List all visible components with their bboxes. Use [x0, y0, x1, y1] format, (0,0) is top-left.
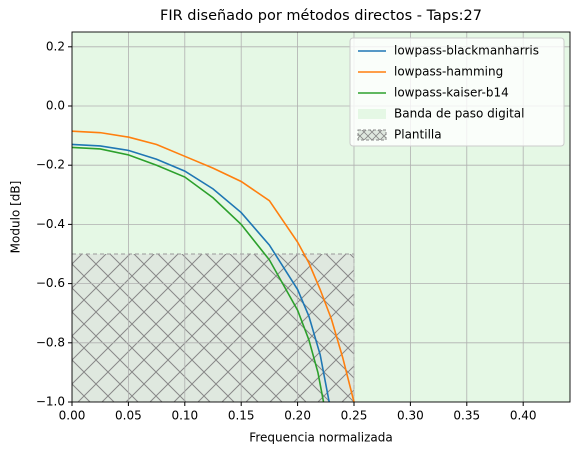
x-tick-label: 0.20 — [284, 409, 311, 423]
legend-swatch — [358, 109, 386, 119]
x-tick-label: 0.05 — [115, 409, 142, 423]
legend-label: Banda de paso digital — [394, 107, 524, 121]
series-line — [72, 146, 325, 402]
legend-label: lowpass-blackmanharris — [394, 44, 539, 58]
x-tick-label: 0.25 — [341, 409, 368, 423]
legend: lowpass-blackmanharris lowpass-hamming low… — [349, 37, 565, 147]
chart-title: FIR diseñado por métodos directos - Taps… — [160, 8, 482, 24]
axes: 0.00 0.05 0.10 0.15 0.20 0.25 0.30 0.35 0.40 −1.0… — [36, 31, 571, 423]
y-axis-label: Modulo [dB] — [9, 181, 23, 254]
y-tick-label: −1.0 — [36, 395, 65, 409]
y-tick-label: −0.8 — [36, 335, 65, 349]
y-tick-label: 0.0 — [46, 99, 65, 113]
legend-label: Plantilla — [394, 128, 442, 142]
y-tick-label: −0.6 — [36, 276, 65, 290]
y-tick-label: −0.4 — [36, 217, 65, 231]
x-tick-label: 0.30 — [397, 409, 424, 423]
y-tick-label: −0.2 — [36, 158, 65, 172]
legend-box — [349, 37, 565, 147]
x-tick-label: 0.10 — [171, 409, 198, 423]
series-line — [72, 130, 355, 402]
x-tick-label: 0.35 — [453, 409, 480, 423]
x-tick-label: 0.15 — [228, 409, 255, 423]
y-tick-label: 0.2 — [46, 39, 65, 53]
template-hatch — [72, 253, 355, 402]
series-line — [72, 143, 330, 402]
legend-swatch — [357, 129, 387, 141]
legend-label: lowpass-hamming — [394, 65, 503, 79]
x-tick-label: 0.40 — [510, 409, 537, 423]
axes-frame — [71, 31, 571, 403]
legend-label: lowpass-kaiser-b14 — [394, 86, 509, 100]
x-tick-label: 0.00 — [59, 409, 86, 423]
x-axis-label: Frequencia normalizada — [249, 431, 392, 445]
